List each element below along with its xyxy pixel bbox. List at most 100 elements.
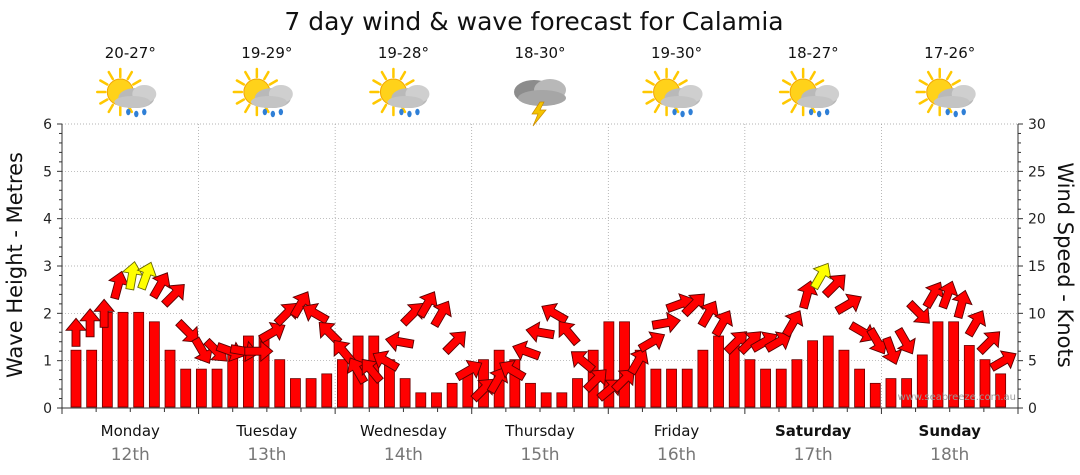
y-right-tick-label: 10 (1028, 306, 1046, 322)
wave-bar (399, 378, 411, 408)
wave-bar (822, 335, 834, 408)
wave-bar (681, 368, 693, 408)
y-left-tick-label: 1 (43, 354, 52, 370)
wind-arrow (273, 302, 298, 327)
date-label: 15th (520, 445, 559, 465)
date-label: 18th (930, 445, 969, 465)
y-right-axis-title: Wind Speed - Knots (1053, 162, 1077, 367)
date-label: 13th (247, 445, 286, 465)
wind-arrow (244, 340, 274, 363)
wave-bar (321, 373, 333, 408)
wind-arrow (512, 340, 542, 361)
wind-arrow (848, 321, 877, 343)
wind-arrow (175, 318, 199, 343)
wind-arrow (627, 347, 649, 376)
wave-bar (337, 359, 348, 408)
wind-arrow (937, 280, 959, 310)
wave-bar (760, 368, 771, 408)
temperature-label: 20-27° (105, 44, 156, 62)
partly-sunny-showers-icon (96, 67, 157, 118)
wave-bar (854, 368, 866, 408)
wave-bar (948, 321, 960, 408)
wave-bar (462, 373, 474, 408)
wind-arrow (637, 331, 666, 353)
wind-arrow (161, 284, 185, 308)
day-label: Thursday (504, 422, 575, 440)
wave-bar (305, 378, 317, 408)
wave-bar (133, 311, 145, 408)
wind-arrow (894, 326, 916, 355)
wind-arrow (486, 366, 509, 395)
wind-arrow (796, 280, 819, 310)
y-left-tick-label: 2 (43, 306, 52, 322)
wave-bar (431, 392, 442, 408)
wave-bar (603, 321, 615, 408)
wind-arrow (454, 359, 483, 382)
wind-arrow (79, 308, 102, 338)
wave-bar (728, 345, 740, 408)
wave-bar (180, 368, 192, 408)
day-label: Monday (101, 422, 160, 440)
y-left-tick-label: 4 (43, 212, 52, 228)
wave-bar (117, 311, 129, 408)
y-right-tick-label: 0 (1028, 401, 1037, 417)
wind-arrow (764, 331, 792, 353)
wave-bar (415, 392, 427, 408)
date-label: 14th (384, 445, 423, 465)
wind-arrow (681, 293, 705, 318)
wind-arrow (258, 322, 286, 344)
temperature-label: 19-28° (378, 44, 429, 62)
wave-bar (619, 321, 630, 408)
wave-bar (963, 345, 975, 408)
weather-icons (96, 67, 976, 127)
partly-sunny-showers-icon (778, 67, 840, 118)
wind-arrow (570, 351, 597, 374)
wave-bar (525, 382, 536, 408)
wave-bar (195, 368, 207, 408)
temperature-label: 18-27° (788, 44, 839, 62)
wave-bar (148, 321, 160, 408)
wind-arrow (558, 321, 581, 347)
plot-grid (62, 123, 1018, 408)
wind-arrow (65, 317, 87, 347)
wave-bar (446, 382, 458, 408)
day-label: Sunday (919, 422, 982, 440)
date-label: 12th (111, 445, 150, 465)
wave-bar (650, 368, 662, 408)
axes: 0 1 2 3 4 5 6 0 5 10 15 20 25 30 (43, 117, 1046, 417)
partly-sunny-showers-icon (232, 67, 293, 118)
wind-arrow (149, 272, 171, 300)
temperature-label: 19-29° (241, 44, 292, 62)
wind-arrow (781, 310, 804, 338)
wave-bar (807, 340, 818, 408)
wave-bar (86, 349, 98, 408)
wind-arrow (400, 302, 424, 327)
wave-bar (164, 349, 176, 408)
y-right-tick-label: 20 (1028, 212, 1046, 228)
thunderstorm-icon (514, 79, 566, 127)
wave-bar (838, 349, 850, 408)
wave-bar (775, 368, 787, 408)
wave-bar (509, 359, 521, 408)
wind-arrow (582, 369, 607, 393)
wave-bar (869, 382, 881, 408)
day-label: Saturday (775, 422, 852, 440)
wind-arrow (906, 299, 930, 324)
wind-arrow (711, 310, 733, 338)
wind-arrow (976, 331, 1001, 356)
wind-arrow (384, 330, 415, 353)
wave-bar (70, 349, 82, 408)
wind-arrow (610, 369, 635, 393)
wind-arrow (93, 298, 116, 328)
wind-arrow (881, 336, 903, 366)
wind-arrow (442, 331, 466, 356)
wave-bar (697, 349, 709, 408)
wind-arrow (430, 300, 452, 329)
wind-arrow (541, 303, 569, 325)
y-right-tick-label: 30 (1028, 117, 1046, 133)
wind-arrow-series (65, 261, 1017, 403)
wave-bar (242, 335, 254, 408)
y-right-tick-label: 25 (1028, 164, 1046, 180)
y-right-tick-label: 5 (1028, 354, 1037, 370)
